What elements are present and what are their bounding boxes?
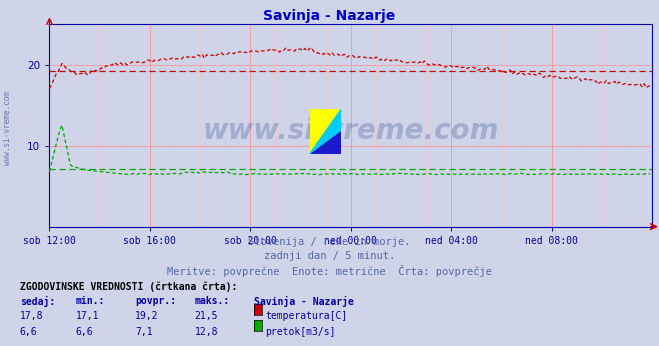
Text: 21,5: 21,5 [194, 311, 218, 321]
Text: min.:: min.: [76, 296, 105, 306]
Text: www.si-vreme.com: www.si-vreme.com [3, 91, 13, 165]
Text: ZGODOVINSKE VREDNOSTI (črtkana črta):: ZGODOVINSKE VREDNOSTI (črtkana črta): [20, 282, 237, 292]
Text: www.si-vreme.com: www.si-vreme.com [203, 118, 499, 146]
Polygon shape [310, 109, 341, 154]
Text: Savinja - Nazarje: Savinja - Nazarje [254, 296, 354, 307]
Text: 12,8: 12,8 [194, 327, 218, 337]
Text: 17,8: 17,8 [20, 311, 43, 321]
Text: sedaj:: sedaj: [20, 296, 55, 307]
Text: 17,1: 17,1 [76, 311, 100, 321]
Text: maks.:: maks.: [194, 296, 229, 306]
Text: 7,1: 7,1 [135, 327, 153, 337]
Text: povpr.:: povpr.: [135, 296, 176, 306]
Text: 6,6: 6,6 [76, 327, 94, 337]
Text: 19,2: 19,2 [135, 311, 159, 321]
Text: zadnji dan / 5 minut.: zadnji dan / 5 minut. [264, 251, 395, 261]
Text: temperatura[C]: temperatura[C] [266, 311, 348, 321]
Text: Meritve: povprečne  Enote: metrične  Črta: povprečje: Meritve: povprečne Enote: metrične Črta:… [167, 265, 492, 277]
Polygon shape [310, 131, 341, 154]
Text: 6,6: 6,6 [20, 327, 38, 337]
Text: Savinja - Nazarje: Savinja - Nazarje [264, 9, 395, 22]
Polygon shape [310, 109, 341, 154]
Text: pretok[m3/s]: pretok[m3/s] [266, 327, 336, 337]
Text: Slovenija / reke in morje.: Slovenija / reke in morje. [248, 237, 411, 247]
